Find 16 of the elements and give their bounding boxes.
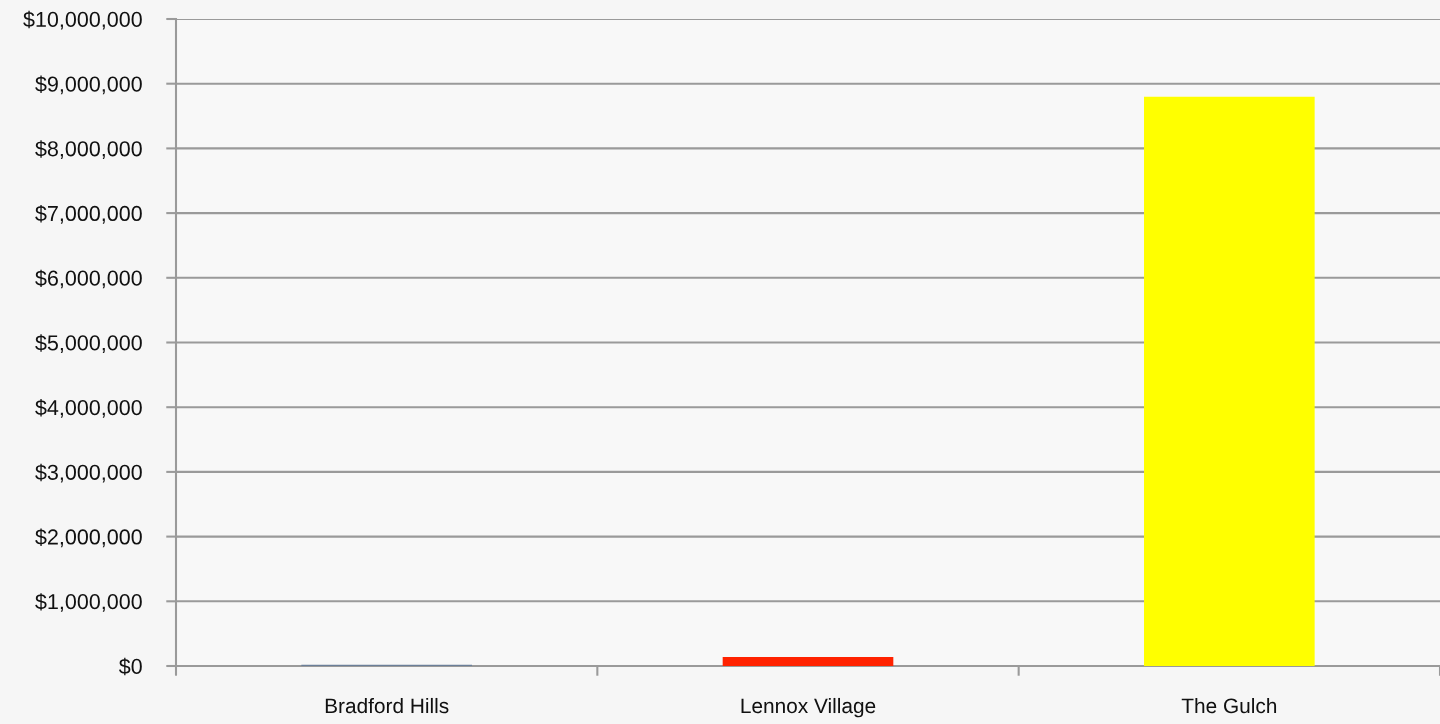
y-tick-label: $6,000,000 <box>35 269 142 289</box>
y-tick-label: $9,000,000 <box>35 75 142 95</box>
bar <box>722 656 894 666</box>
x-tick-label: Lennox Village <box>741 697 876 718</box>
x-tick-label: The Gulch <box>1181 697 1277 714</box>
y-tick-label: $5,000,000 <box>35 334 142 354</box>
y-tick-label: $3,000,000 <box>35 463 142 483</box>
y-tick-label: $1,000,000 <box>35 593 142 612</box>
y-tick-label: $8,000,000 <box>35 140 142 159</box>
y-tick-label: $4,000,000 <box>35 399 142 418</box>
y-tick-label: $10,000,000 <box>23 10 142 30</box>
y-tick-label: $7,000,000 <box>35 204 142 224</box>
bar <box>1144 96 1315 666</box>
x-tick-label: Bradford Hills <box>325 697 449 714</box>
y-tick-label: $2,000,000 <box>35 528 142 548</box>
y-tick-label: $0 <box>118 657 142 676</box>
